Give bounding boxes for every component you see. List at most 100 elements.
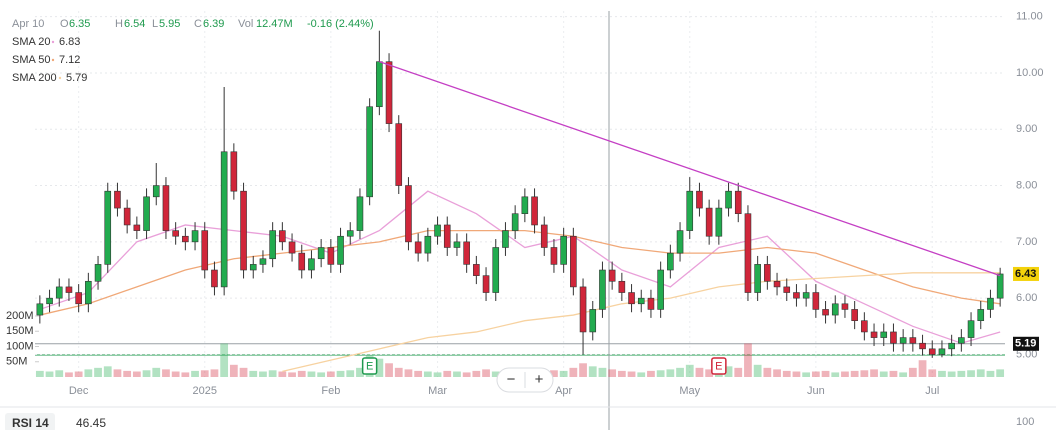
candle-body (414, 241, 422, 254)
volume-bar (918, 360, 927, 377)
candle-body (405, 185, 412, 243)
candle-body (657, 269, 664, 310)
candle-body (463, 241, 470, 265)
candle-body (298, 252, 306, 271)
candle-body (667, 252, 674, 271)
candle-body (696, 190, 703, 209)
candle-body (705, 207, 713, 237)
candle-body (773, 280, 781, 288)
candle-body (589, 309, 597, 333)
volume-bar (811, 371, 820, 377)
x-tick-label: May (679, 385, 700, 397)
sma-separator (58, 76, 62, 80)
candle-body (346, 230, 354, 237)
volume-bar (453, 371, 461, 377)
candle-body (725, 190, 732, 209)
sma-name: SMA 200 (12, 72, 57, 84)
zoom-out[interactable]: − (507, 371, 516, 388)
volume-bar (986, 370, 995, 377)
volume-bar (433, 372, 442, 377)
candle-body (492, 247, 500, 293)
last-price-tag (1013, 266, 1039, 281)
volume-bar (569, 367, 578, 377)
volume-bar (45, 371, 54, 377)
candle-body (104, 190, 112, 265)
volume-bar (705, 369, 714, 377)
volume-bar (239, 367, 248, 377)
candle-body (550, 247, 558, 265)
candle-body (114, 190, 121, 209)
candle-body (385, 61, 393, 124)
volume-bar (482, 369, 490, 377)
volume-bar (676, 367, 684, 377)
candle-body (36, 303, 44, 316)
candle-body (356, 196, 364, 231)
candle-body (259, 258, 267, 265)
candle-body (880, 331, 888, 338)
y-tick-label: 8.00 (1016, 179, 1037, 191)
volume-bar (841, 371, 849, 377)
candle-body (764, 264, 771, 282)
sma-separator (51, 58, 55, 62)
volume-bar (307, 371, 316, 377)
candle-body (249, 264, 257, 271)
volume-bar (802, 372, 811, 377)
volume-tick-label: 150M (6, 325, 34, 337)
x-tick-label: Jun (807, 385, 825, 397)
candle-body (162, 185, 170, 231)
volume-bar (928, 369, 937, 377)
volume-bar (792, 371, 801, 377)
volume-bar (278, 371, 287, 377)
volume-bar (375, 358, 384, 377)
volume-bar (559, 370, 568, 377)
candle-body (376, 61, 383, 108)
legend-label: L (152, 18, 158, 30)
legend-value: 6.35 (69, 18, 90, 30)
sma-line (39, 190, 1001, 344)
volume-bar (35, 370, 44, 377)
volume-bar (957, 370, 966, 377)
volume-bar (763, 367, 772, 377)
rsi-name: RSI 14 (12, 416, 49, 430)
last-price-label: 6.43 (1015, 268, 1036, 280)
volume-bar (210, 369, 219, 377)
volume-bar (967, 370, 975, 377)
volume-bar (889, 370, 898, 377)
volume-bar (938, 370, 946, 377)
candle-body (647, 297, 655, 310)
candle-body (123, 207, 131, 226)
volume-bar (414, 370, 423, 377)
candle-body (628, 292, 635, 305)
volume-bar (404, 369, 413, 377)
candle-body (65, 286, 73, 293)
zoom-in[interactable]: + (535, 371, 544, 388)
candle-body (521, 196, 529, 215)
candle-body (608, 269, 616, 282)
price-tag (1013, 336, 1039, 351)
volume-bar (831, 372, 840, 377)
candle-body (75, 292, 82, 305)
volume-bar (947, 371, 956, 377)
candle-body (482, 275, 490, 293)
y-tick-label: 9.00 (1016, 123, 1037, 135)
candle-body (599, 269, 606, 310)
sma-name: SMA 20 (12, 36, 51, 48)
candle-body (511, 213, 519, 231)
sma-line (282, 272, 1001, 373)
candle-body (793, 292, 800, 299)
volume-bar (423, 371, 432, 377)
volume-bar (462, 372, 471, 377)
sma-name: SMA 50 (12, 54, 51, 66)
candle-body (560, 235, 567, 265)
candle-body (46, 297, 53, 305)
candle-body (977, 309, 985, 321)
volume-bar (850, 370, 859, 377)
volume-bar (297, 370, 306, 377)
candle-body (948, 342, 955, 350)
candle-body (327, 247, 335, 265)
y-tick-label: 10.00 (1016, 67, 1044, 79)
volume-bar (782, 370, 791, 377)
candle-body (958, 337, 965, 344)
candle-body (841, 303, 849, 310)
candle-body (133, 224, 141, 231)
